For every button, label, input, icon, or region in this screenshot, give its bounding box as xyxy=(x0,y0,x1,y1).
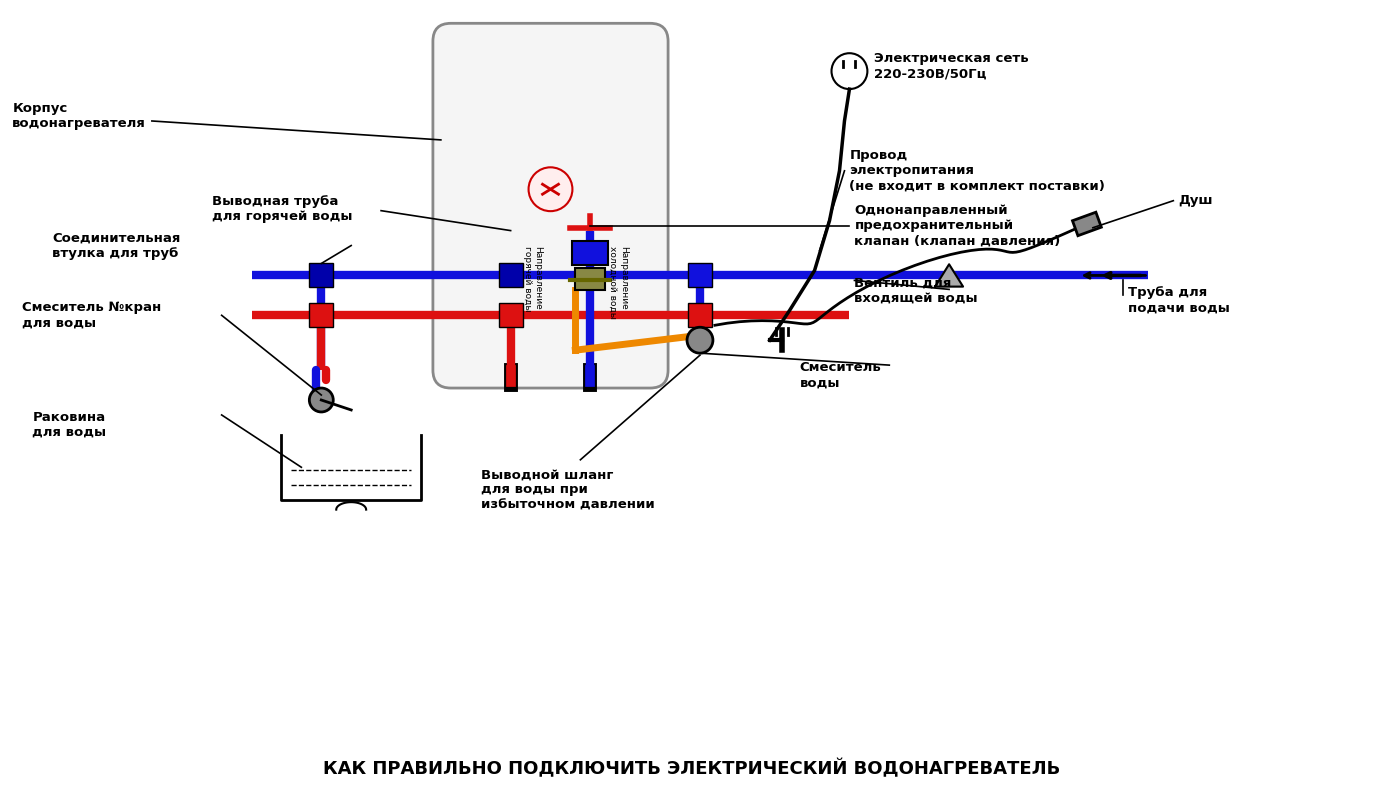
Circle shape xyxy=(686,327,713,353)
Text: Соединительная
втулка для труб: Соединительная втулка для труб xyxy=(53,231,180,259)
Circle shape xyxy=(310,388,334,412)
Text: Выводной шланг
для воды при
избыточном давлении: Выводной шланг для воды при избыточном д… xyxy=(480,468,655,511)
FancyBboxPatch shape xyxy=(433,23,668,388)
Circle shape xyxy=(529,167,573,211)
Text: Смеситель №кран
для воды: Смеситель №кран для воды xyxy=(22,302,162,330)
Bar xyxy=(688,303,711,327)
Text: Душ: Душ xyxy=(1178,194,1212,207)
Bar xyxy=(310,303,334,327)
Text: Направление
холодной воды: Направление холодной воды xyxy=(609,246,628,318)
Bar xyxy=(1073,212,1102,236)
Text: КАК ПРАВИЛЬНО ПОДКЛЮЧИТЬ ЭЛЕКТРИЧЕСКИЙ ВОДОНАГРЕВАТЕЛЬ: КАК ПРАВИЛЬНО ПОДКЛЮЧИТЬ ЭЛЕКТРИЧЕСКИЙ В… xyxy=(324,759,1060,778)
Bar xyxy=(498,263,523,287)
Text: Раковина
для воды: Раковина для воды xyxy=(32,411,107,439)
Text: Вентиль для
входящей воды: Вентиль для входящей воды xyxy=(854,276,978,304)
Text: Провод
электропитания
(не входит в комплект поставки): Провод электропитания (не входит в компл… xyxy=(850,150,1106,192)
Bar xyxy=(688,263,711,287)
Bar xyxy=(573,241,609,266)
Text: Выводная труба
для горячей воды: Выводная труба для горячей воды xyxy=(212,194,352,222)
Polygon shape xyxy=(936,264,963,286)
Text: Электрическая сеть
220-230В/50Гц: Электрическая сеть 220-230В/50Гц xyxy=(875,52,1028,80)
Text: Однонаправленный
предохранительный
клапан (клапан давления): Однонаправленный предохранительный клапа… xyxy=(854,204,1060,247)
Circle shape xyxy=(832,54,868,89)
Text: Смеситель
воды: Смеситель воды xyxy=(800,361,882,389)
Text: Корпус
водонагревателя: Корпус водонагревателя xyxy=(12,102,147,130)
Bar xyxy=(576,269,605,290)
Bar xyxy=(310,263,334,287)
Bar xyxy=(498,303,523,327)
Text: Направление
горячей воды: Направление горячей воды xyxy=(523,246,543,311)
Text: Труба для
подачи воды: Труба для подачи воды xyxy=(1128,286,1230,314)
